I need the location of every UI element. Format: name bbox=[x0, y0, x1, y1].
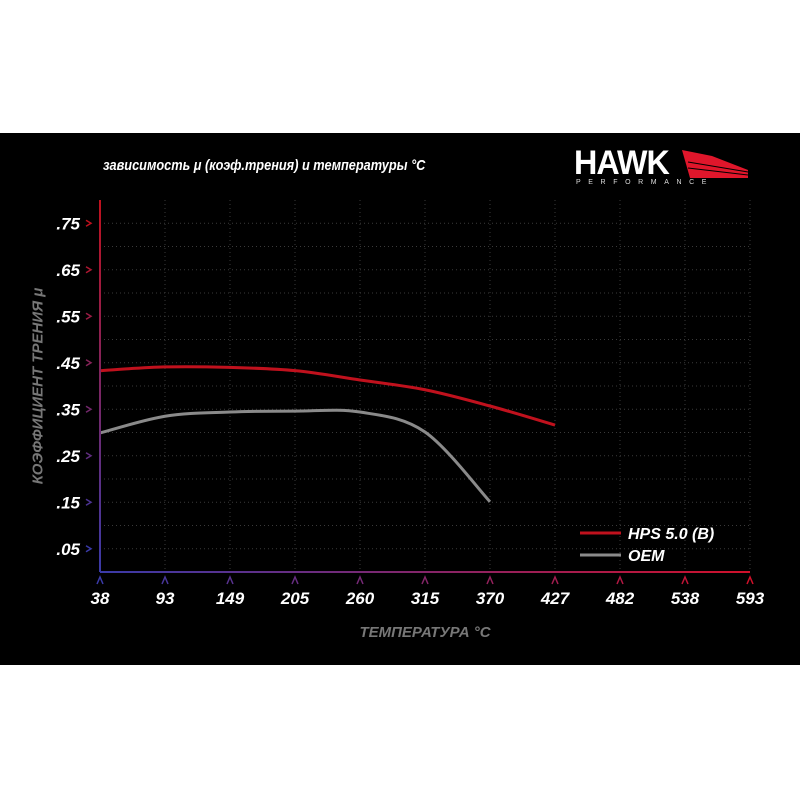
x-tick-arrow-icon bbox=[96, 575, 104, 585]
x-axis-label: ТЕМПЕРАТУРА °C bbox=[359, 624, 491, 641]
x-tick-arrow-icon bbox=[616, 575, 624, 585]
x-tick-arrow-icon bbox=[551, 575, 559, 585]
y-axis bbox=[99, 200, 101, 572]
y-tick-arrow-icon bbox=[85, 219, 93, 227]
y-tick-label: .75 bbox=[56, 214, 80, 233]
hawk-logo: HAWK PERFORMANCE bbox=[574, 146, 750, 190]
x-tick-label: 593 bbox=[736, 589, 765, 608]
x-tick-arrow-icon bbox=[421, 575, 429, 585]
x-tick-label: 149 bbox=[216, 589, 245, 608]
y-tick-label: .45 bbox=[56, 354, 80, 373]
series-line-0 bbox=[99, 365, 556, 427]
legend-label: HPS 5.0 (B) bbox=[628, 526, 714, 543]
y-tick-label: .25 bbox=[56, 447, 80, 466]
y-tick-label: .55 bbox=[56, 307, 80, 326]
logo-tagline: PERFORMANCE bbox=[576, 179, 715, 186]
y-tick-arrow-icon bbox=[85, 266, 93, 274]
logo-wordmark: HAWK bbox=[574, 144, 670, 182]
logo-wing-icon bbox=[682, 150, 749, 178]
y-axis-label: КОЭФФИЦИЕНТ ТРЕНИЯ μ bbox=[29, 287, 47, 485]
y-tick-arrow-icon bbox=[85, 405, 93, 413]
x-tick-arrow-icon bbox=[746, 575, 754, 585]
x-axis bbox=[100, 571, 750, 573]
y-tick-arrow-icon bbox=[85, 359, 93, 367]
x-tick-label: 38 bbox=[91, 589, 110, 608]
y-tick-label: .65 bbox=[56, 261, 80, 280]
x-tick-label: 427 bbox=[540, 589, 571, 608]
x-tick-label: 93 bbox=[156, 589, 175, 608]
y-tick-arrow-icon bbox=[85, 452, 93, 460]
x-tick-arrow-icon bbox=[161, 575, 169, 585]
x-tick-label: 538 bbox=[671, 589, 700, 608]
x-tick-arrow-icon bbox=[681, 575, 689, 585]
y-tick-label: .05 bbox=[56, 540, 80, 559]
x-tick-arrow-icon bbox=[356, 575, 364, 585]
chart-title: зависимость μ (коэф.трения) и температур… bbox=[103, 157, 426, 174]
x-tick-label: 205 bbox=[280, 589, 310, 608]
y-tick-arrow-icon bbox=[85, 498, 93, 506]
series-line-1 bbox=[99, 408, 492, 503]
x-tick-label: 315 bbox=[411, 589, 440, 608]
x-tick-arrow-icon bbox=[486, 575, 494, 585]
y-tick-arrow-icon bbox=[85, 545, 93, 553]
x-tick-label: 260 bbox=[345, 589, 375, 608]
y-tick-label: .15 bbox=[56, 493, 80, 512]
legend: HPS 5.0 (B) OEM bbox=[580, 526, 714, 565]
x-tick-label: 482 bbox=[605, 589, 635, 608]
legend-label: OEM bbox=[628, 548, 665, 565]
chart-panel bbox=[0, 133, 800, 665]
x-tick-arrow-icon bbox=[226, 575, 234, 585]
x-tick-arrow-icon bbox=[291, 575, 299, 585]
y-tick-arrow-icon bbox=[85, 312, 93, 320]
y-tick-label: .35 bbox=[56, 400, 80, 419]
x-tick-label: 370 bbox=[476, 589, 505, 608]
